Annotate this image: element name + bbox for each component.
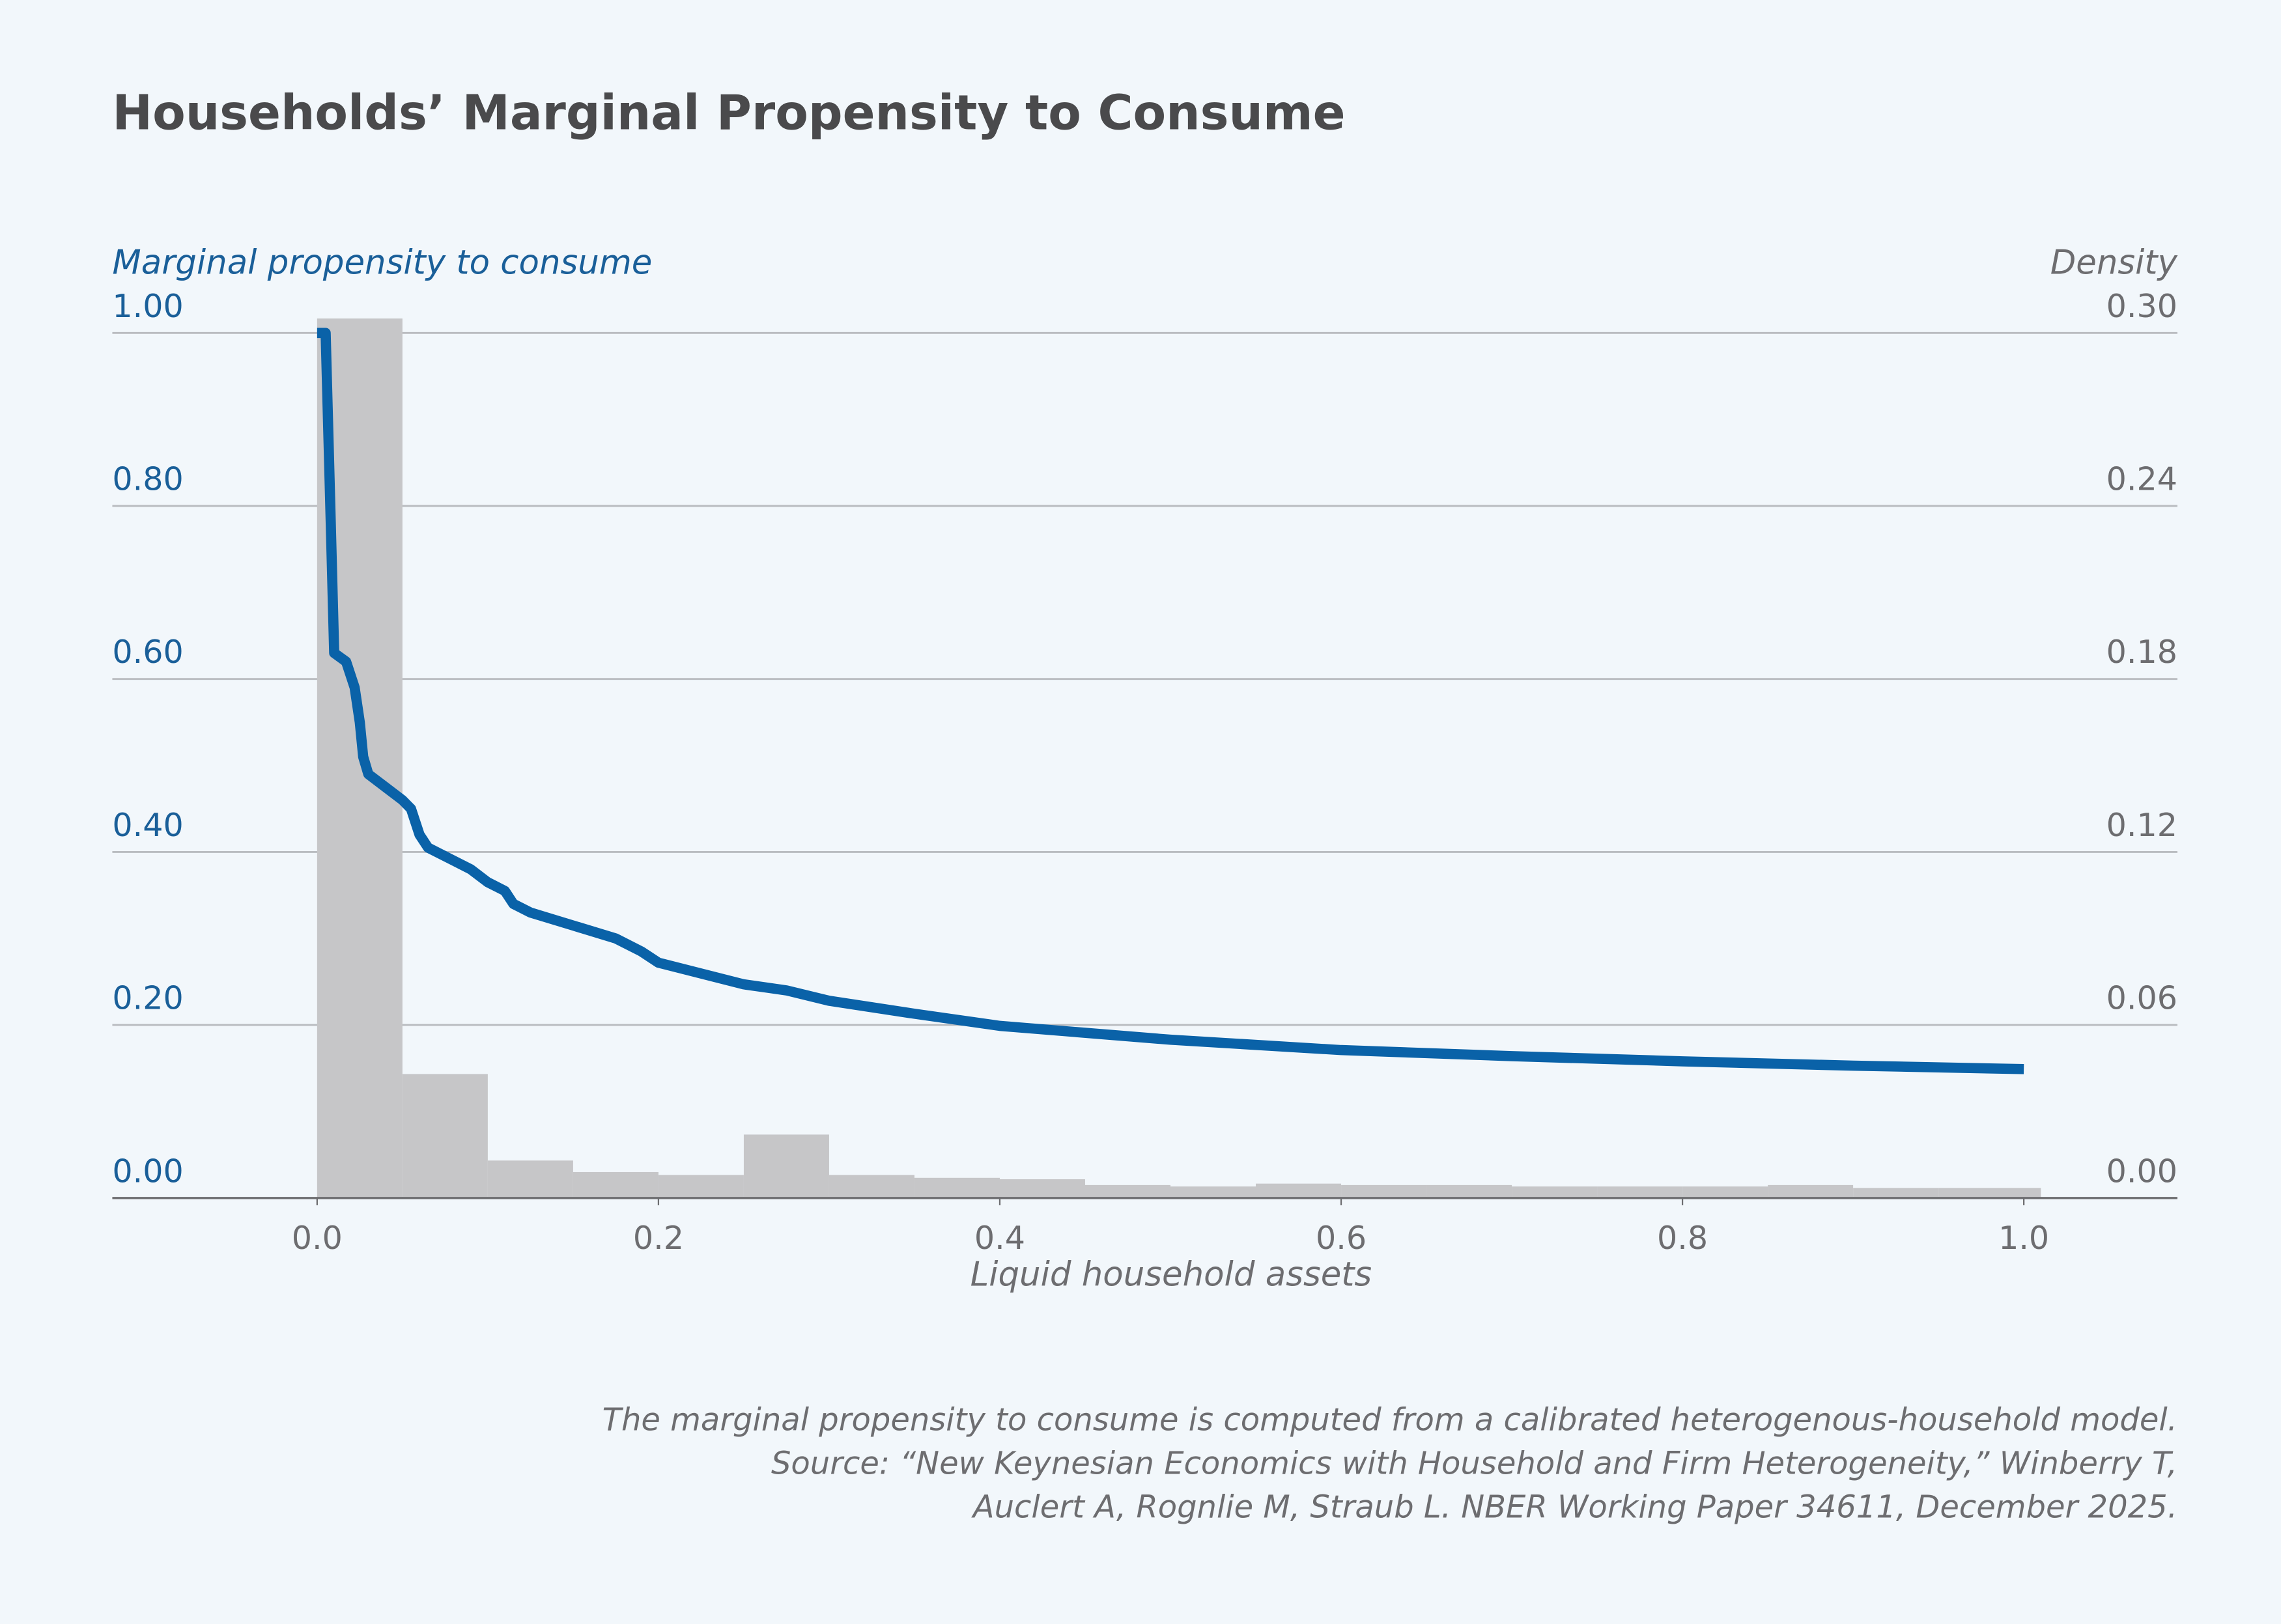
y-tick-label: 0.40 [112, 806, 183, 844]
mpc-line [317, 328, 2024, 1074]
histogram-bar [1512, 1186, 1598, 1198]
x-tick-label: 0.8 [1657, 1219, 1708, 1257]
histogram-bar [1853, 1188, 1939, 1198]
histogram-bar [1256, 1183, 1342, 1198]
x-tick-label: 0.4 [974, 1219, 1025, 1257]
y2-tick-label: 0.06 [2106, 979, 2177, 1017]
histogram-bar [1170, 1186, 1256, 1198]
y-tick-label: 0.60 [112, 633, 183, 671]
y-tick-label: 0.20 [112, 979, 183, 1017]
histogram-bar [1597, 1186, 1683, 1198]
y2-tick-label: 0.18 [2106, 633, 2177, 671]
y2-tick-label: 0.12 [2106, 806, 2177, 844]
histogram-bar [1341, 1184, 1427, 1198]
histogram-bar [573, 1171, 659, 1198]
x-tick-label: 0.2 [633, 1219, 684, 1257]
y-axis-title: Marginal propensity to consume [112, 243, 652, 282]
y2-tick-label: 0.24 [2106, 460, 2177, 498]
x-tick-label: 1.0 [1998, 1219, 2049, 1257]
footnote: Auclert A, Rognlie M, Straub L. NBER Wor… [971, 1489, 2177, 1526]
footnote: Source: “New Keynesian Economics with Ho… [771, 1446, 2177, 1482]
histogram-bar [658, 1175, 744, 1198]
chart-title: Households’ Marginal Propensity to Consu… [112, 86, 1345, 141]
histogram-bar [1426, 1184, 1512, 1198]
histogram-bar [829, 1175, 914, 1198]
x-tick-label: 0.6 [1316, 1219, 1367, 1257]
x-axis-title: Liquid household assets [970, 1255, 1372, 1294]
y2-tick-label: 0.00 [2106, 1152, 2177, 1190]
histogram-bar [1938, 1188, 2041, 1198]
histogram-bar [999, 1179, 1085, 1198]
histogram-bar [1682, 1186, 1768, 1198]
histogram-bar [914, 1177, 1000, 1198]
histogram-bar [1084, 1184, 1171, 1198]
y-tick-label: 1.00 [112, 287, 183, 325]
x-tick-label: 0.0 [292, 1219, 343, 1257]
footnote: The marginal propensity to consume is co… [602, 1402, 2177, 1438]
histogram-bar [1768, 1184, 1854, 1198]
y2-tick-label: 0.30 [2106, 287, 2177, 325]
histogram-bar [402, 1074, 488, 1198]
histogram-bar [743, 1134, 829, 1198]
y2-axis-title: Density [2050, 243, 2178, 282]
y-tick-label: 0.00 [112, 1152, 183, 1190]
histogram-bar [487, 1160, 573, 1198]
y-tick-label: 0.80 [112, 460, 183, 498]
